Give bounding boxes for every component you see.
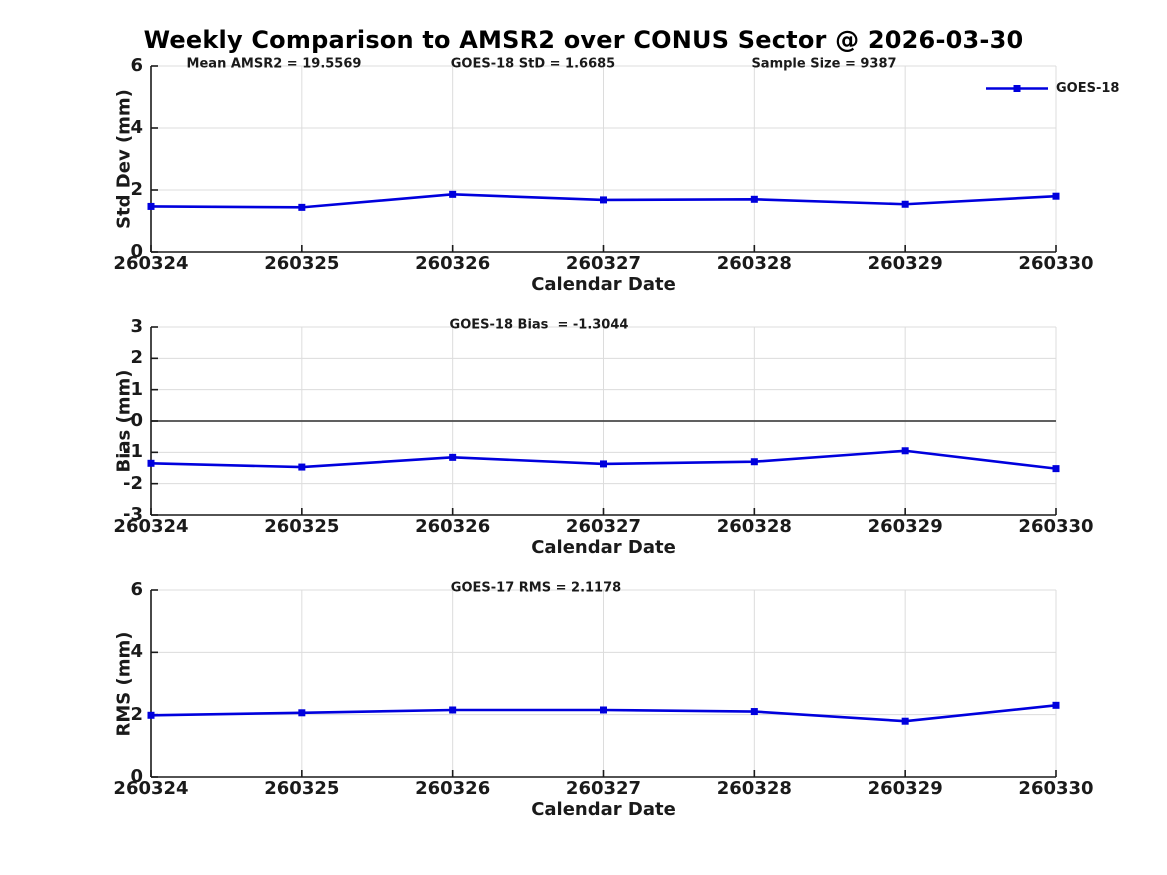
axis-annotation: GOES-18 Bias = -1.3044 [449, 317, 629, 333]
x-tick-label: 260326 [415, 778, 491, 799]
x-tick-label: 260328 [716, 778, 792, 799]
y-tick-label: 1 [130, 378, 143, 400]
data-point-marker [147, 202, 155, 210]
legend-line-icon [986, 85, 1048, 92]
y-tick-label: 0 [130, 410, 143, 431]
x-tick-label: 260330 [1018, 253, 1094, 274]
x-tick-label: 260324 [113, 516, 189, 537]
x-axis-title: Calendar Date [531, 537, 676, 558]
y-tick-label: 2 [130, 347, 143, 369]
x-tick-label: 260330 [1018, 778, 1094, 799]
y-tick-label: -1 [123, 441, 143, 463]
x-axis-title: Calendar Date [531, 799, 676, 820]
data-point-marker [1052, 192, 1060, 200]
x-tick-label: 260325 [264, 516, 340, 537]
data-point-marker [449, 453, 457, 461]
data-point-marker [600, 706, 607, 714]
data-point-marker [1052, 465, 1060, 473]
y-axis-title: Bias (mm) [113, 369, 135, 473]
data-point-marker [750, 708, 758, 716]
data-point-marker [449, 706, 457, 714]
y-tick-label: 0 [130, 766, 143, 787]
figure-title: Weekly Comparison to AMSR2 over CONUS Se… [143, 26, 1024, 54]
data-point-marker [1052, 701, 1060, 709]
x-tick-label: 260329 [867, 253, 943, 274]
data-point-marker [750, 195, 758, 203]
y-tick-label: 6 [130, 579, 143, 600]
x-tick-label: 260328 [716, 253, 792, 274]
x-tick-label: 260326 [415, 253, 491, 274]
axis-annotation: GOES-17 RMS = 2.1178 [450, 580, 622, 596]
x-tick-label: 260325 [264, 778, 340, 799]
y-axis-title: RMS (mm) [113, 631, 135, 736]
x-tick-label: 260324 [113, 253, 189, 274]
y-tick-label: -3 [123, 504, 143, 525]
legend-label: GOES-18 [1056, 81, 1120, 96]
x-tick-label: 260329 [867, 516, 943, 537]
y-tick-label: 2 [130, 179, 143, 200]
x-tick-label: 260327 [565, 253, 642, 274]
data-point-marker [147, 711, 155, 719]
x-tick-label: 260330 [1018, 516, 1094, 537]
data-point-marker [750, 458, 758, 466]
axis-annotation: Mean AMSR2 = 19.5569 [186, 56, 362, 72]
x-tick-label: 260326 [415, 516, 491, 537]
data-point-marker [901, 717, 909, 725]
data-point-marker [449, 190, 457, 198]
x-tick-label: 260327 [565, 778, 642, 799]
data-point-marker [600, 196, 607, 204]
y-tick-label: 2 [130, 703, 143, 725]
y-tick-label: 6 [130, 55, 143, 76]
x-tick-label: 260328 [716, 516, 792, 537]
y-tick-label: 0 [130, 241, 143, 262]
data-point-marker [298, 463, 306, 471]
data-point-marker [298, 709, 306, 717]
axis-annotation: Sample Size = 9387 [751, 56, 897, 72]
data-point-marker [600, 460, 607, 468]
data-point-marker [901, 200, 909, 208]
y-tick-label: -2 [123, 472, 143, 494]
legend: GOES-18 [985, 81, 1119, 96]
x-tick-label: 260329 [867, 778, 943, 799]
data-point-marker [298, 203, 306, 211]
x-tick-label: 260324 [113, 778, 189, 799]
axis-annotation: GOES-18 StD = 1.6685 [450, 56, 616, 72]
data-point-marker [901, 447, 909, 455]
y-axis-title: Std Dev (mm) [113, 89, 135, 229]
x-axis-title: Calendar Date [531, 274, 676, 295]
x-tick-label: 260327 [565, 516, 642, 537]
x-tick-label: 260325 [264, 253, 340, 274]
data-point-marker [147, 459, 155, 467]
y-tick-label: 3 [130, 316, 143, 337]
y-tick-label: 4 [130, 117, 143, 138]
y-tick-label: 4 [130, 641, 143, 663]
